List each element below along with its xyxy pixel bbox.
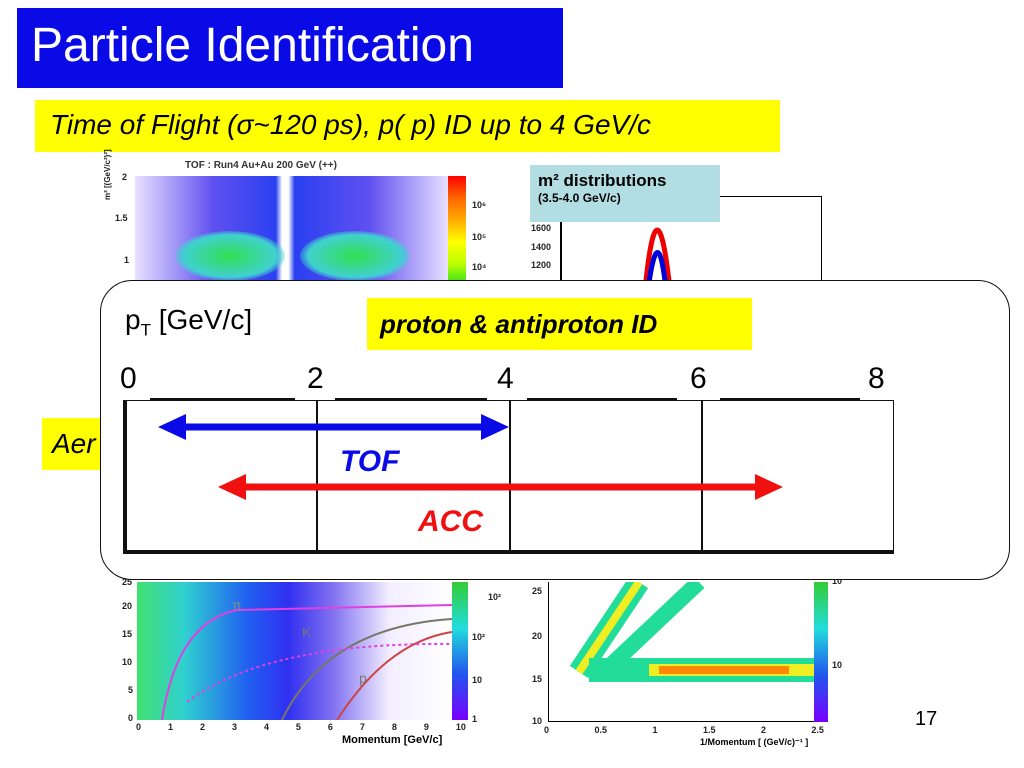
cbar-tick: 10 — [472, 675, 483, 685]
ytick: 1.5 — [115, 213, 128, 223]
subtitle: Time of Flight (σ~120 ps), p( p) ID up t… — [35, 100, 780, 152]
xtick: 2 — [760, 725, 766, 735]
cbar-tick: 10 — [832, 576, 843, 586]
scale-tick: 8 — [868, 362, 885, 395]
pt-scale-box — [123, 400, 894, 554]
x-ticks: 0 1 2 3 4 5 6 7 8 9 10 — [136, 722, 466, 732]
xtick: 0.5 — [594, 725, 607, 735]
m2-label-box: m² distributions (3.5-4.0 GeV/c) — [530, 165, 720, 222]
cbar-tick: 10⁶ — [472, 200, 487, 210]
m2-range: (3.5-4.0 GeV/c) — [538, 191, 621, 205]
momentum-plot: π K p — [137, 582, 452, 720]
xtick: 9 — [423, 722, 429, 732]
x-axis-label: Momentum [GeV/c] — [342, 734, 443, 746]
ytick: 1 — [124, 255, 130, 265]
xtick: 1 — [167, 722, 173, 732]
range-arrows — [158, 414, 783, 500]
xtick: 5 — [295, 722, 301, 732]
m2-title: m² distributions — [538, 171, 667, 190]
cbar-tick: 10⁴ — [472, 262, 487, 272]
ytick: 20 — [532, 631, 543, 641]
ytick: 25 — [532, 586, 543, 596]
xtick: 1 — [652, 725, 658, 735]
x-ticks: 0 0.5 1 1.5 2 2.5 — [544, 725, 824, 735]
scale-tick: 4 — [497, 362, 514, 395]
color-scale — [814, 582, 828, 722]
ytick: 25 — [122, 577, 133, 587]
ytick: 1600 — [531, 223, 552, 233]
tof-ylabel: m² [(GeV/c²)²] — [103, 149, 112, 200]
page-number: 17 — [915, 708, 938, 730]
xtick: 6 — [327, 722, 333, 732]
ytick: 20 — [122, 601, 133, 611]
cbar-tick: 1 — [472, 714, 478, 724]
gridline — [316, 400, 318, 554]
ytick: 2 — [122, 172, 128, 182]
species-proton: p — [359, 670, 367, 686]
ytick: 1200 — [531, 260, 552, 270]
tof-range-arrow — [158, 414, 509, 440]
inverse-momentum-plot — [548, 582, 814, 722]
color-scale — [452, 582, 468, 720]
pt-axis-label: pT [GeV/c] — [125, 304, 252, 341]
xtick: 0 — [136, 722, 142, 732]
scale-tick: 6 — [690, 362, 707, 395]
ytick: 15 — [122, 629, 133, 639]
gridline — [509, 400, 511, 554]
xtick: 7 — [359, 722, 365, 732]
color-scale — [448, 176, 466, 286]
ytick: 15 — [532, 674, 543, 684]
ytick: 10 — [532, 716, 543, 726]
x-axis-label: 1/Momentum [ (GeV/c)⁻¹ ] — [700, 737, 809, 747]
xtick: 3 — [231, 722, 237, 732]
xtick: 0 — [544, 725, 550, 735]
acc-label: ACC — [418, 505, 483, 538]
ytick: 5 — [128, 685, 134, 695]
cbar-tick: 10⁵ — [472, 232, 487, 242]
species-pion: π — [232, 597, 242, 613]
m2-plot-frame — [720, 196, 822, 286]
species-kaon: K — [302, 624, 312, 640]
pt-subscript: T — [140, 320, 151, 340]
xtick: 1.5 — [702, 725, 716, 735]
xtick: 2.5 — [811, 725, 824, 735]
xtick: 2 — [199, 722, 205, 732]
scale-tick: 0 — [120, 362, 137, 395]
acc-range-arrow — [218, 474, 783, 500]
tof-m2-plot — [135, 176, 448, 286]
slide-title: Particle Identification — [17, 8, 563, 88]
cbar-tick: 10 — [832, 660, 843, 670]
xtick: 10 — [455, 722, 466, 732]
ytick: 1400 — [531, 242, 552, 252]
scale-tick: 2 — [307, 362, 324, 395]
gridline — [701, 400, 703, 554]
proton-id-highlight: proton & antiproton ID — [367, 298, 752, 350]
cbar-tick: 10² — [472, 632, 486, 642]
xtick: 8 — [391, 722, 397, 732]
xtick: 4 — [263, 722, 269, 732]
pt-unit: [GeV/c] — [150, 304, 253, 335]
tof-plot-title: TOF : Run4 Au+Au 200 GeV (++) — [185, 160, 337, 171]
ytick: 0 — [128, 713, 134, 723]
ytick: 10 — [122, 657, 133, 667]
m2-y-axis — [560, 222, 562, 286]
tof-label: TOF — [340, 445, 400, 478]
cbar-tick: 10² — [488, 592, 502, 602]
pt-symbol: p — [125, 304, 141, 335]
m2-peaks — [642, 227, 673, 290]
